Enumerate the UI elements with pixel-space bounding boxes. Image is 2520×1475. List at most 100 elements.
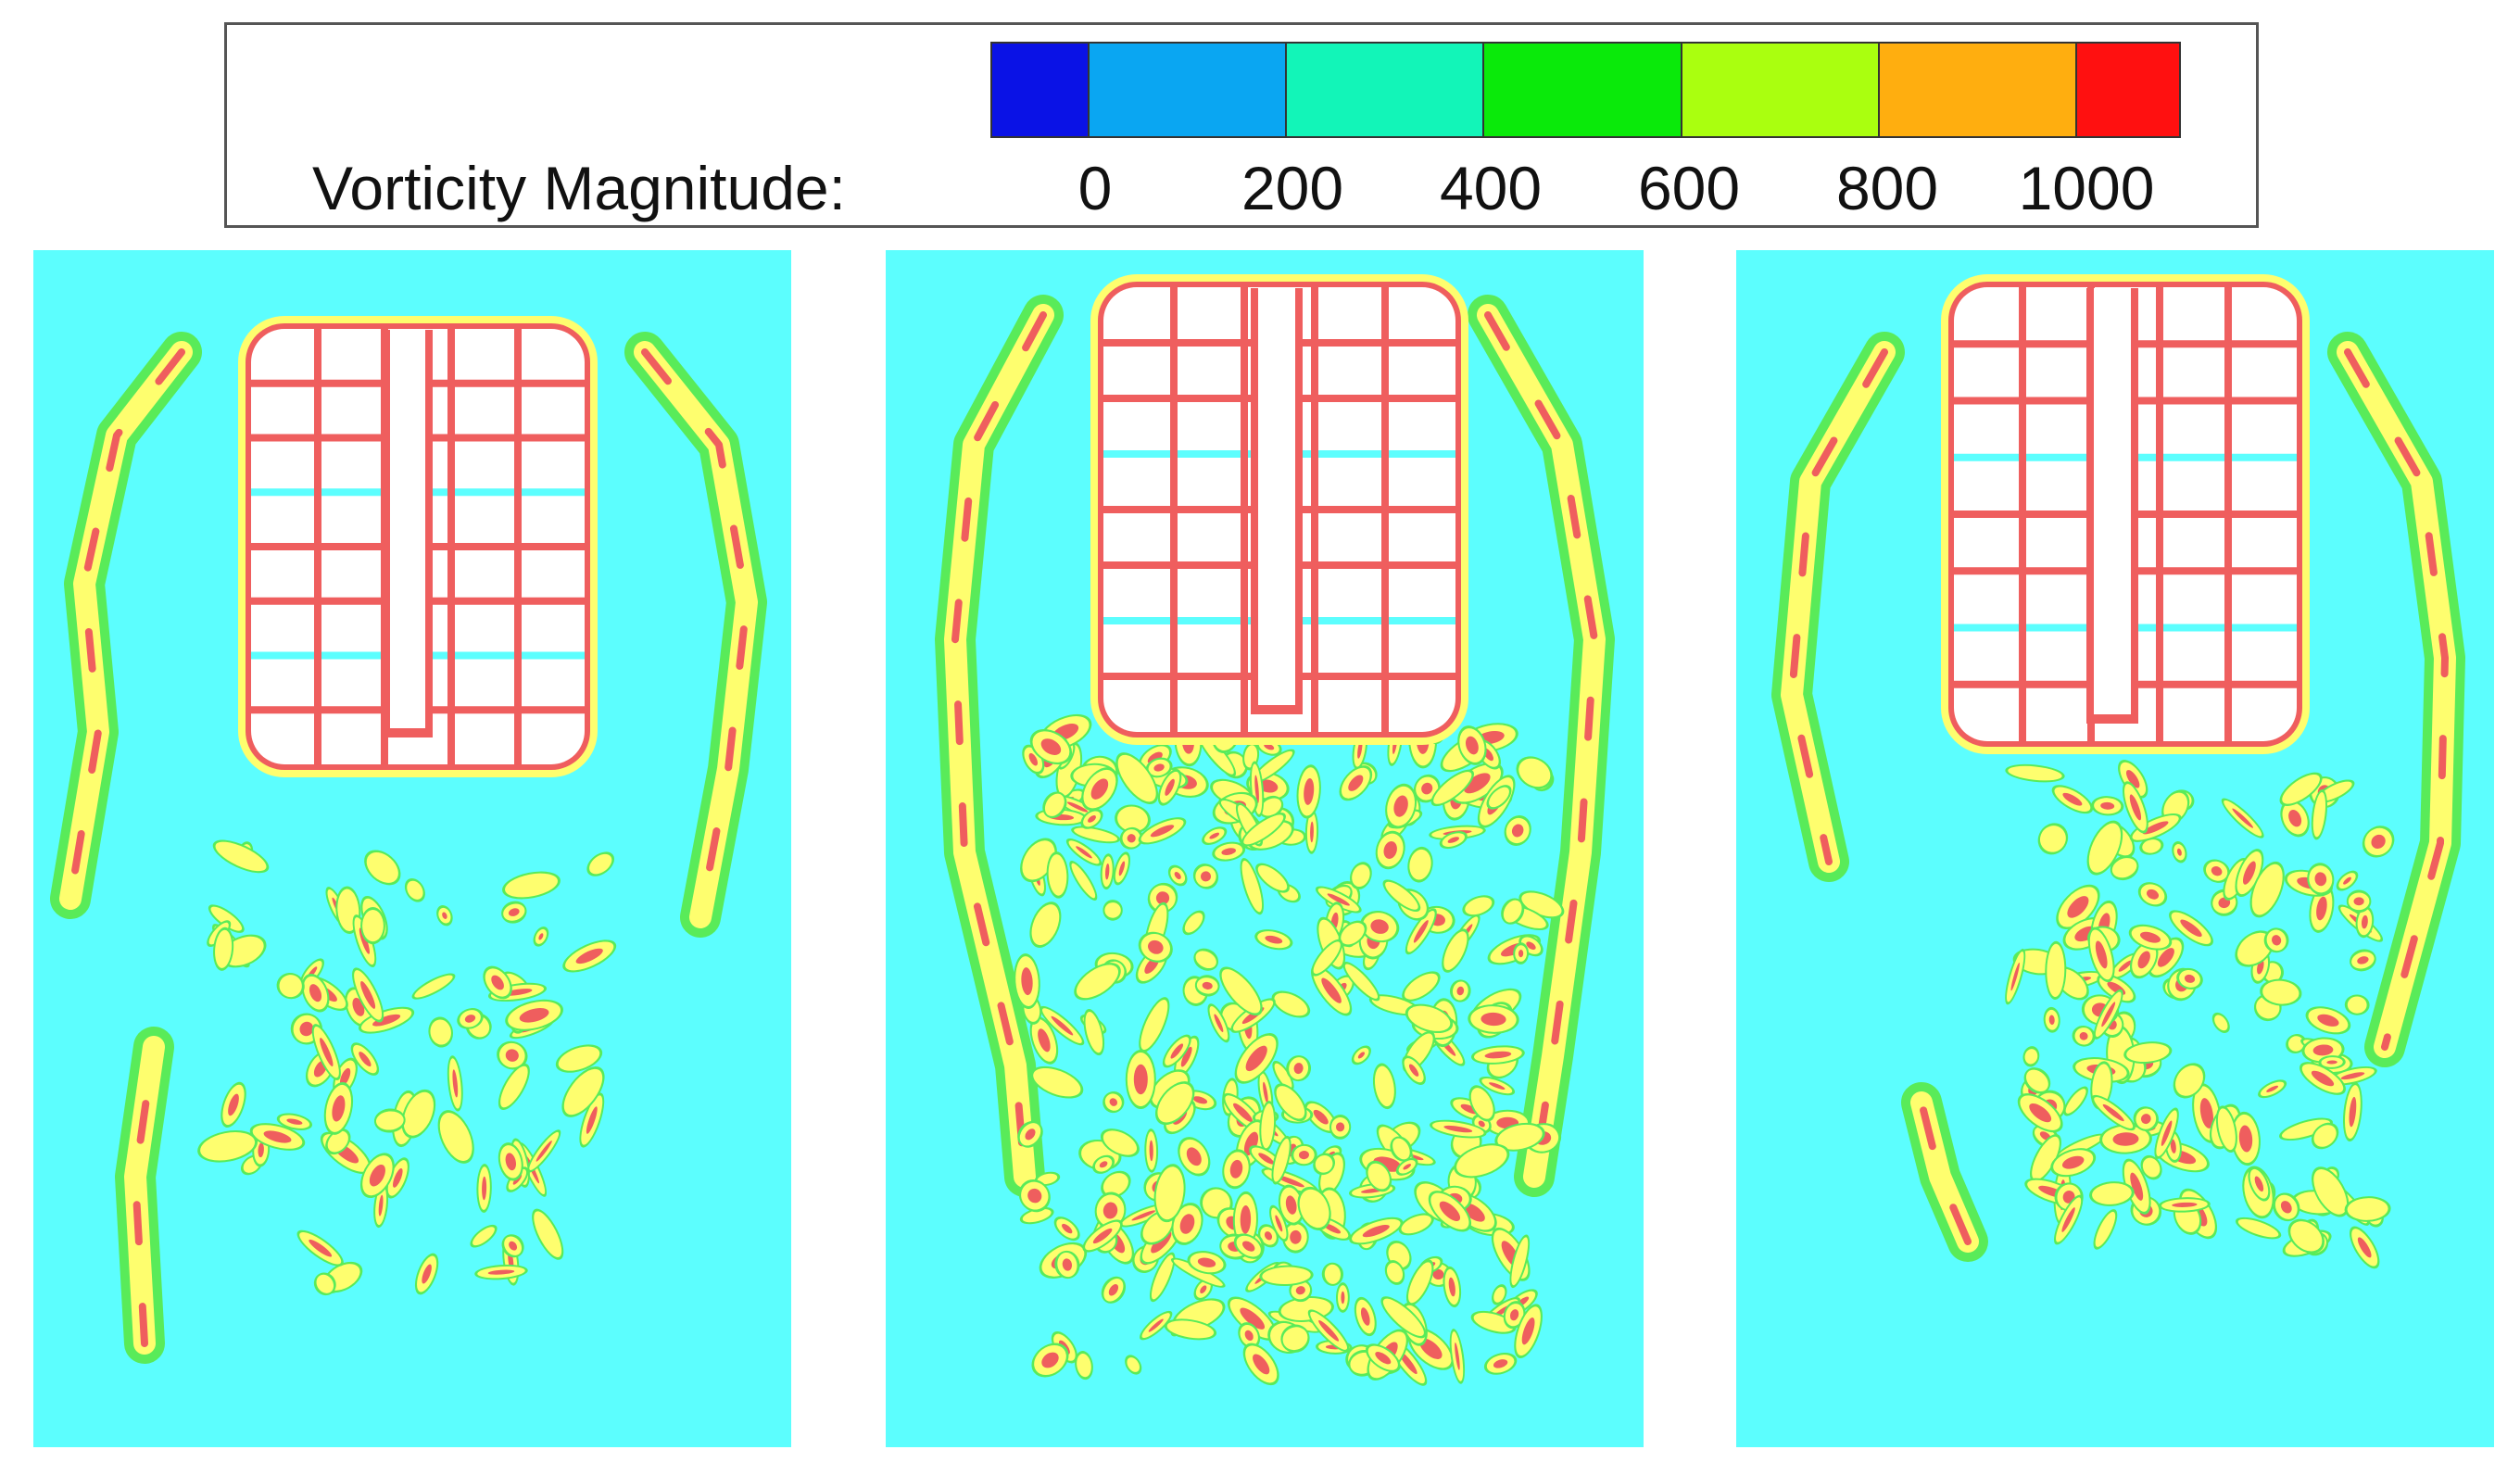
wake-vortex xyxy=(1513,942,1530,964)
wake-vortex xyxy=(1255,863,1290,893)
wake-vortex xyxy=(428,1016,453,1048)
wake-vortex xyxy=(2307,863,2335,896)
wake-vortex xyxy=(2249,861,2285,918)
body-grid-line xyxy=(2224,287,2232,741)
wake-vortex xyxy=(1149,1252,1176,1303)
wake-vortex xyxy=(2263,927,2289,953)
wake-vortex xyxy=(1405,908,1437,955)
wake-vortex xyxy=(437,1110,474,1164)
colorbar-swatch xyxy=(992,44,1090,136)
wake-vortex xyxy=(2129,940,2159,979)
wake-vortex xyxy=(1354,1296,1377,1337)
wake-vortex xyxy=(1234,1033,1279,1084)
wake-vortex xyxy=(2258,1079,2287,1099)
wake-vortex xyxy=(1280,1324,1310,1353)
wake-vortex xyxy=(311,1024,341,1081)
wake-vortex xyxy=(1192,864,1219,889)
wake-vortex xyxy=(1139,997,1170,1053)
wake-vortex xyxy=(364,850,401,886)
wake-vortex xyxy=(359,1006,415,1034)
wake-vortex xyxy=(2355,905,2375,939)
wake-vortex xyxy=(1138,817,1187,845)
vorticity-panel-left xyxy=(33,250,791,1447)
colorbar-tick: 600 xyxy=(1637,154,1741,222)
wake-vortex xyxy=(276,972,305,1000)
shear-layer-high xyxy=(1484,311,1598,1180)
wake-vortex xyxy=(373,1108,406,1133)
wake-vortex xyxy=(1405,1259,1434,1306)
wake-vortex xyxy=(360,906,385,945)
wake-vortex xyxy=(1286,1055,1312,1082)
wake-vortex xyxy=(1178,1137,1211,1177)
wake-vortex xyxy=(1194,975,1220,997)
wake-vortex xyxy=(2336,870,2359,891)
vorticity-panel-right xyxy=(1736,250,2494,1447)
wake-vortex xyxy=(1202,826,1228,845)
wake-vortex xyxy=(1514,1304,1543,1359)
colorbar-swatch xyxy=(1682,44,1880,136)
wake-vortex xyxy=(1395,1157,1418,1176)
wake-vortex xyxy=(586,851,615,876)
wake-vortex xyxy=(1100,1128,1140,1157)
wake-vortex xyxy=(2260,978,2302,1006)
wake-vortex xyxy=(2172,841,2187,864)
wake-vortex xyxy=(1468,1004,1519,1034)
colorbar xyxy=(990,42,2181,138)
wake-vortex xyxy=(1282,1221,1309,1254)
wake-vortex xyxy=(1147,882,1178,914)
wake-vortex xyxy=(1187,1251,1227,1275)
wake-vortex xyxy=(2129,813,2182,842)
wake-vortex xyxy=(1162,1034,1191,1068)
wake-vortex xyxy=(1082,1219,1123,1253)
wake-vortex xyxy=(220,1081,246,1128)
wake-vortex xyxy=(1402,971,1441,1002)
wake-vortex xyxy=(352,914,377,968)
wake-vortex xyxy=(296,1229,344,1267)
wake-vortex xyxy=(2056,884,2100,930)
wake-vortex xyxy=(1462,895,1495,917)
wake-vortex xyxy=(1125,1355,1142,1375)
wake-vortex xyxy=(1174,1035,1200,1078)
wake-vortex xyxy=(1030,1065,1084,1099)
wake-vortex xyxy=(2023,1067,2051,1094)
wake-vortex xyxy=(2140,1154,2162,1180)
wake-vortex xyxy=(1304,810,1319,854)
wake-vortex xyxy=(2176,967,2203,990)
wake-vortex xyxy=(1407,846,1433,883)
wake-vortex xyxy=(1278,1184,1304,1226)
wake-vortex xyxy=(1154,1081,1195,1126)
wake-vortex xyxy=(1242,1343,1279,1386)
wake-vortex xyxy=(1271,1135,1292,1185)
wake-vortex xyxy=(1450,762,1504,804)
wake-vortex xyxy=(2093,989,2123,1040)
wake-vortex xyxy=(436,905,453,927)
wake-vortex xyxy=(1297,1186,1331,1230)
wake-vortex xyxy=(2093,1209,2118,1250)
shear-layer-high xyxy=(1918,1099,1972,1245)
wake-vortex xyxy=(2301,1037,2345,1064)
colorbar-tick: 400 xyxy=(1439,154,1543,222)
wake-vortex xyxy=(1238,1322,1261,1349)
wake-vortex xyxy=(1101,1276,1127,1304)
wake-vortex xyxy=(1075,1351,1093,1380)
wake-vortex xyxy=(2072,1026,2096,1047)
wake-vortex xyxy=(1468,1085,1495,1122)
wake-vortex xyxy=(470,1224,498,1248)
wake-vortex xyxy=(1313,1153,1335,1176)
wake-vortex xyxy=(404,877,425,902)
wake-vortex xyxy=(1102,900,1123,921)
wake-vortex xyxy=(2086,820,2123,876)
shear-layer-high xyxy=(951,311,1047,1180)
body-grid-line xyxy=(2019,287,2026,741)
wake-vortex xyxy=(2148,937,2185,978)
wake-vortex xyxy=(1439,831,1468,850)
wake-vortex xyxy=(1307,1309,1350,1353)
wake-vortex xyxy=(1171,1203,1203,1245)
wake-vortex xyxy=(1375,830,1405,870)
wake-vortex xyxy=(1516,756,1554,789)
wake-vortex xyxy=(1291,1143,1317,1166)
wake-vortex xyxy=(505,999,563,1031)
legend-title: Vorticity Magnitude: xyxy=(312,154,846,222)
wake-vortex xyxy=(1065,838,1102,866)
wake-vortex xyxy=(1071,826,1121,844)
